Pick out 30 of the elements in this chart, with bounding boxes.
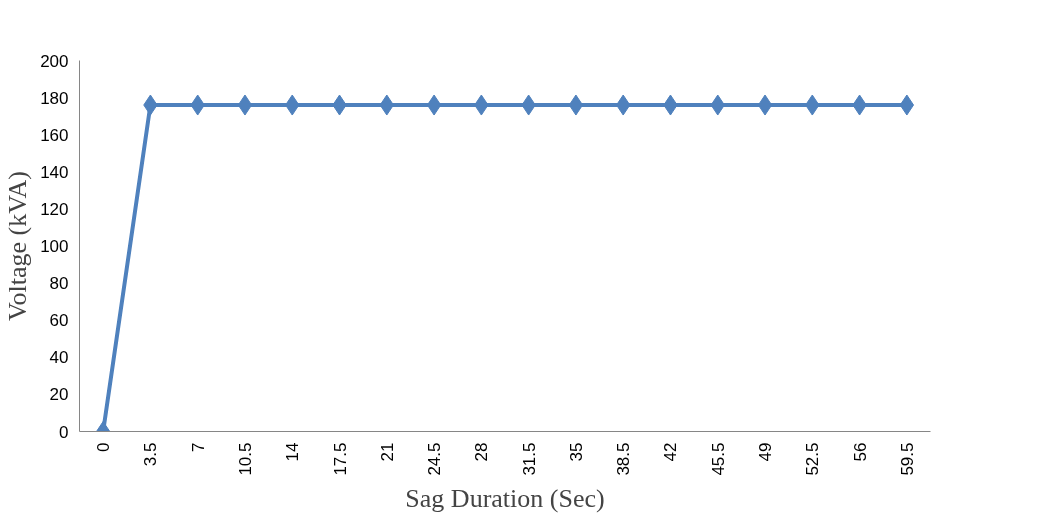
x-tick-label: 52.5 [803,442,823,476]
y-tick-label: 120 [40,199,69,219]
x-tick-label: 31.5 [519,442,539,476]
y-tick-label: 100 [40,237,69,256]
y-axis-title: Voltage (kVA) [3,171,33,321]
y-tick-label: 160 [40,125,69,145]
x-tick-label: 59.5 [897,442,917,476]
x-tick-label: 10.5 [235,442,255,476]
x-tick-label: 49 [756,442,776,462]
x-tick-label: 14 [283,442,303,462]
y-tick-label: 140 [40,162,69,182]
x-tick-label: 42 [661,442,681,462]
x-tick-label: 3.5 [141,442,161,467]
x-tick-label: 24.5 [425,442,445,476]
x-tick-label: 7 [188,442,208,452]
x-tick-label: 17.5 [330,442,350,476]
x-tick-label: 35 [566,442,586,462]
x-tick-label: 0 [94,442,114,452]
x-tick-label: 28 [472,442,492,462]
x-tick-label: 45.5 [708,442,728,476]
y-tick-label: 20 [49,385,69,405]
y-tick-label: 60 [49,311,69,331]
x-tick-label: 56 [850,442,870,462]
y-tick-label: 200 [40,51,69,71]
x-tick-label: 38.5 [614,442,634,476]
y-tick-label: 80 [49,274,69,294]
x-axis-title: Sag Duration (Sec) [405,483,605,513]
y-tick-label: 180 [40,88,69,108]
y-tick-label: 40 [49,348,69,368]
x-tick-label: 21 [377,442,397,462]
